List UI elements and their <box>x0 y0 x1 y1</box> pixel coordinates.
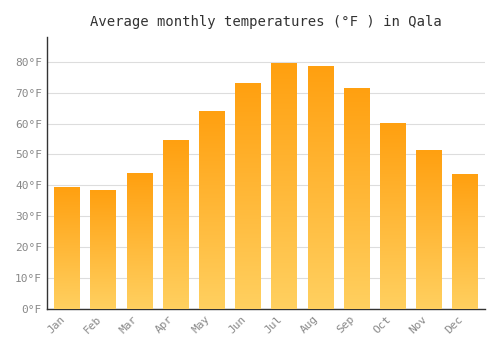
Title: Average monthly temperatures (°F ) in Qala: Average monthly temperatures (°F ) in Qa… <box>90 15 442 29</box>
